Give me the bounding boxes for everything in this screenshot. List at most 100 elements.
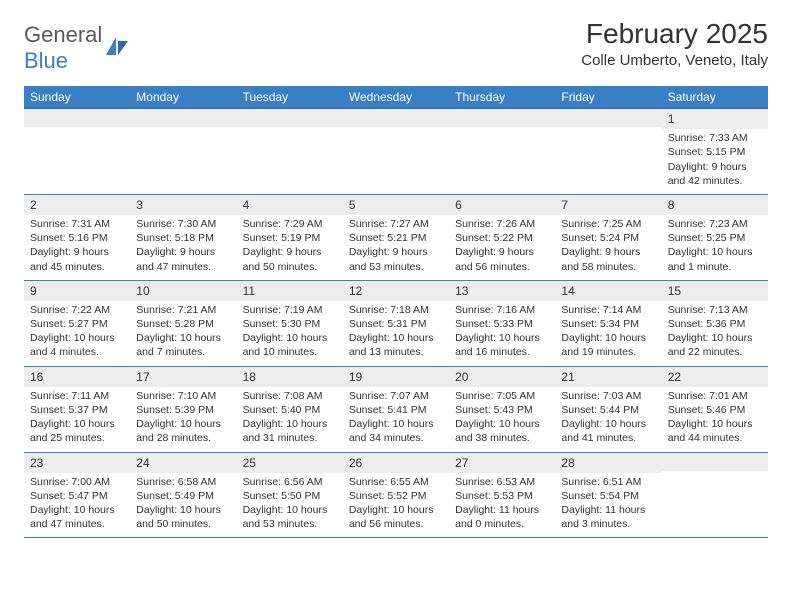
location: Colle Umberto, Veneto, Italy: [581, 52, 768, 69]
day-body: Sunrise: 6:51 AMSunset: 5:54 PMDaylight:…: [555, 473, 661, 538]
day-line: Daylight: 11 hours and 3 minutes.: [561, 503, 655, 531]
calendar: Sunday Monday Tuesday Wednesday Thursday…: [24, 86, 768, 538]
calendar-cell: 23Sunrise: 7:00 AMSunset: 5:47 PMDayligh…: [24, 453, 130, 538]
logo-sail-icon: [104, 35, 130, 62]
day-number: 21: [555, 367, 661, 387]
day-line: Daylight: 10 hours and 1 minute.: [668, 245, 762, 273]
day-line: Daylight: 10 hours and 41 minutes.: [561, 417, 655, 445]
day-line: Sunset: 5:24 PM: [561, 231, 655, 245]
day-number: 23: [24, 453, 130, 473]
day-line: Daylight: 9 hours and 50 minutes.: [243, 245, 337, 273]
day-line: Sunrise: 6:53 AM: [455, 475, 549, 489]
day-line: Sunrise: 7:25 AM: [561, 217, 655, 231]
day-line: Sunrise: 7:05 AM: [455, 389, 549, 403]
logo-text-1: General: [24, 22, 102, 47]
day-number: [24, 109, 130, 127]
day-number: 3: [130, 195, 236, 215]
day-line: Daylight: 9 hours and 58 minutes.: [561, 245, 655, 273]
day-line: Sunrise: 7:27 AM: [349, 217, 443, 231]
day-number: 26: [343, 453, 449, 473]
day-body: Sunrise: 7:18 AMSunset: 5:31 PMDaylight:…: [343, 301, 449, 366]
day-number: 13: [449, 281, 555, 301]
day-line: Daylight: 9 hours and 45 minutes.: [30, 245, 124, 273]
day-line: Daylight: 10 hours and 10 minutes.: [243, 331, 337, 359]
calendar-cell: 20 Sunrise: 7:05 AMSunset: 5:43 PMDayligh…: [449, 367, 555, 452]
day-line: Sunset: 5:47 PM: [30, 489, 124, 503]
day-number: 22: [662, 367, 768, 387]
logo-text: General Blue: [24, 22, 102, 74]
calendar-cell: 2Sunrise: 7:31 AMSunset: 5:16 PMDaylight…: [24, 195, 130, 280]
calendar-row: 1Sunrise: 7:33 AMSunset: 5:15 PMDaylight…: [24, 109, 768, 195]
day-body: Sunrise: 7:30 AMSunset: 5:18 PMDaylight:…: [130, 215, 236, 280]
day-line: Daylight: 10 hours and 38 minutes.: [455, 417, 549, 445]
weekday-header: Sunday: [24, 86, 130, 108]
day-number: 9: [24, 281, 130, 301]
day-body: Sunrise: 6:55 AMSunset: 5:52 PMDaylight:…: [343, 473, 449, 538]
day-line: Sunset: 5:33 PM: [455, 317, 549, 331]
day-line: Sunset: 5:44 PM: [561, 403, 655, 417]
day-line: Daylight: 11 hours and 0 minutes.: [455, 503, 549, 531]
day-number: 11: [237, 281, 343, 301]
day-line: Sunrise: 7:33 AM: [668, 131, 762, 145]
day-line: Sunset: 5:37 PM: [30, 403, 124, 417]
day-line: Daylight: 10 hours and 31 minutes.: [243, 417, 337, 445]
day-line: Sunset: 5:16 PM: [30, 231, 124, 245]
weekday-header: Wednesday: [343, 86, 449, 108]
weekday-header: Saturday: [662, 86, 768, 108]
day-body: Sunrise: 7:19 AMSunset: 5:30 PMDaylight:…: [237, 301, 343, 366]
day-number: 27: [449, 453, 555, 473]
day-number: 20: [449, 367, 555, 387]
day-number: 28: [555, 453, 661, 473]
day-body: Sunrise: 6:56 AMSunset: 5:50 PMDaylight:…: [237, 473, 343, 538]
day-body: Sunrise: 7:27 AMSunset: 5:21 PMDaylight:…: [343, 215, 449, 280]
day-body: Sunrise: 7:21 AMSunset: 5:28 PMDaylight:…: [130, 301, 236, 366]
calendar-cell: 4Sunrise: 7:29 AMSunset: 5:19 PMDaylight…: [237, 195, 343, 280]
calendar-body: 1 Sunrise: 7:33 AMSunset: 5:15 PM Daylight…: [24, 109, 768, 538]
calendar-cell: 10Sunrise: 7:21 AMSunset: 5:28 PMDayligh…: [130, 281, 236, 366]
day-line: Daylight: 10 hours and 4 minutes.: [30, 331, 124, 359]
calendar-header-row: Sunday Monday Tuesday Wednesday Thursday…: [24, 86, 768, 109]
day-line: Sunrise: 7:11 AM: [30, 389, 124, 403]
day-line: Sunrise: 7:10 AM: [136, 389, 230, 403]
day-line: Sunrise: 6:56 AM: [243, 475, 337, 489]
day-number: 17: [130, 367, 236, 387]
day-number: [343, 109, 449, 127]
day-number: [130, 109, 236, 127]
calendar-cell: 13Sunrise: 7:16 AMSunset: 5:33 PMDayligh…: [449, 281, 555, 366]
day-line: Daylight: 10 hours and 25 minutes.: [30, 417, 124, 445]
day-line: Daylight: 10 hours and 56 minutes.: [349, 503, 443, 531]
calendar-cell: 3Sunrise: 7:30 AMSunset: 5:18 PMDaylight…: [130, 195, 236, 280]
day-body: Sunrise: 7:13 AMSunset: 5:36 PMDaylight:…: [662, 301, 768, 366]
day-number: 24: [130, 453, 236, 473]
day-line: Daylight: 9 hours and 53 minutes.: [349, 245, 443, 273]
day-number: 5: [343, 195, 449, 215]
day-number: 1: [662, 109, 768, 129]
calendar-cell: [24, 109, 130, 194]
day-line: Sunset: 5:15 PM: [668, 145, 762, 159]
day-line: Sunset: 5:54 PM: [561, 489, 655, 503]
day-number: 2: [24, 195, 130, 215]
calendar-cell: 15Sunrise: 7:13 AMSunset: 5:36 PMDayligh…: [662, 281, 768, 366]
day-line: Daylight: 9 hours and 56 minutes.: [455, 245, 549, 273]
day-line: Sunrise: 7:01 AM: [668, 389, 762, 403]
day-line: Sunrise: 7:18 AM: [349, 303, 443, 317]
day-line: Sunrise: 7:22 AM: [30, 303, 124, 317]
logo-text-2: Blue: [24, 48, 68, 73]
day-line: Daylight: 10 hours and 50 minutes.: [136, 503, 230, 531]
calendar-cell: 17Sunrise: 7:10 AMSunset: 5:39 PMDayligh…: [130, 367, 236, 452]
day-number: 19: [343, 367, 449, 387]
calendar-cell: 8Sunrise: 7:23 AMSunset: 5:25 PMDaylight…: [662, 195, 768, 280]
logo: General Blue: [24, 18, 130, 74]
day-body: Sunrise: 7:31 AMSunset: 5:16 PMDaylight:…: [24, 215, 130, 280]
day-line: Daylight: 10 hours and 53 minutes.: [243, 503, 337, 531]
day-line: Sunrise: 7:19 AM: [243, 303, 337, 317]
calendar-row: 2Sunrise: 7:31 AMSunset: 5:16 PMDaylight…: [24, 195, 768, 281]
day-line: Daylight: 10 hours and 22 minutes.: [668, 331, 762, 359]
weekday-header: Friday: [555, 86, 661, 108]
day-body: Sunrise: 7:23 AMSunset: 5:25 PMDaylight:…: [662, 215, 768, 280]
day-body: Sunrise: 7:08 AMSunset: 5:40 PMDaylight:…: [237, 387, 343, 452]
calendar-row: 23Sunrise: 7:00 AMSunset: 5:47 PMDayligh…: [24, 453, 768, 539]
day-number: 10: [130, 281, 236, 301]
calendar-cell: 25Sunrise: 6:56 AMSunset: 5:50 PMDayligh…: [237, 453, 343, 538]
day-line: Sunset: 5:43 PM: [455, 403, 549, 417]
